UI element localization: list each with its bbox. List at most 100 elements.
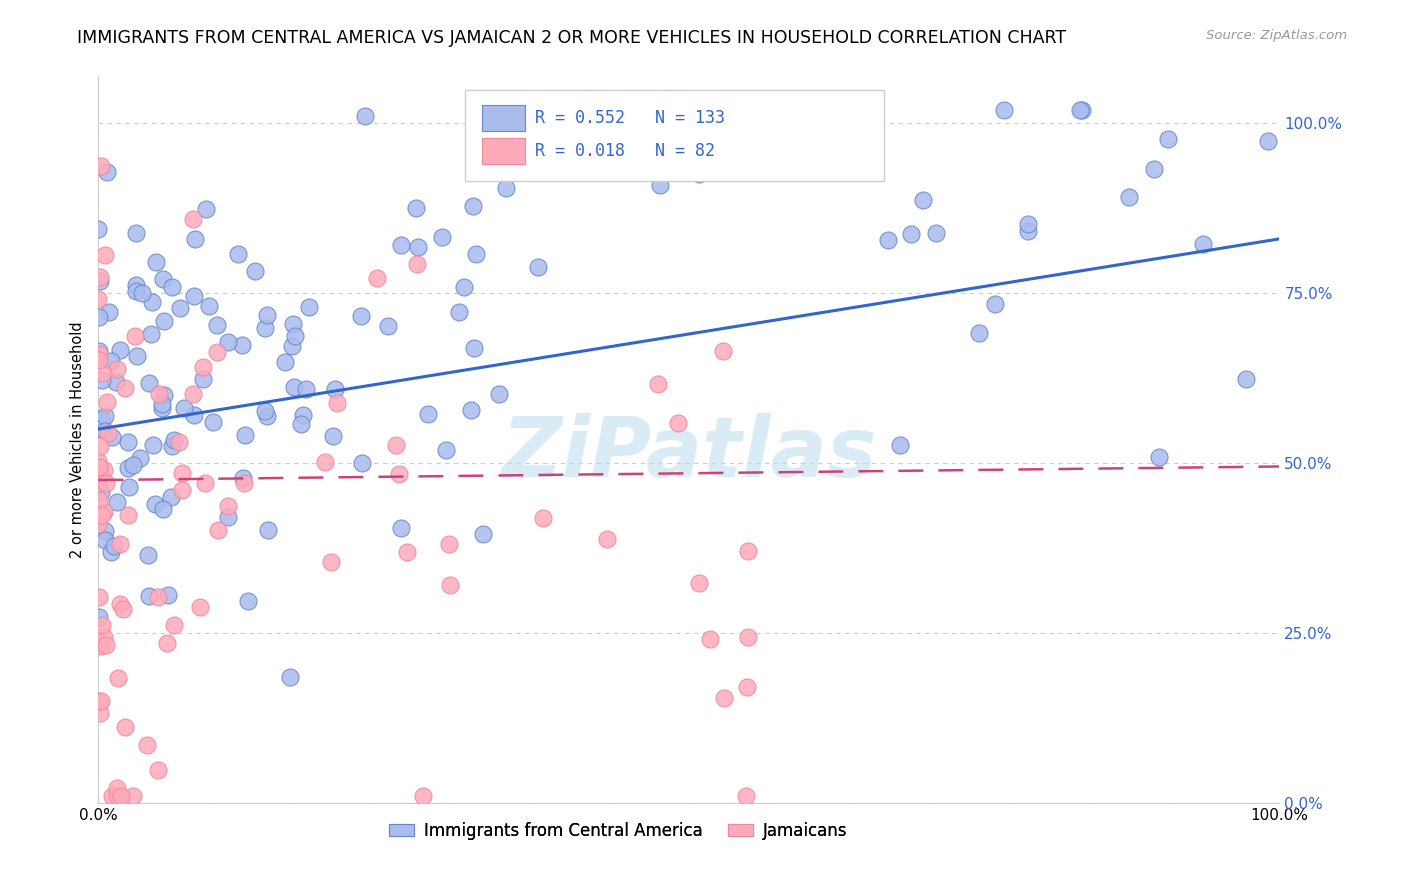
Point: [319, 555, 342, 569]
Point: [650, 178, 672, 193]
Point: [911, 193, 934, 207]
Point: [389, 238, 412, 252]
Point: [124, 284, 146, 298]
Point: [87, 310, 110, 324]
Point: [111, 602, 134, 616]
Point: [94, 248, 117, 262]
Point: [122, 458, 145, 472]
Point: [101, 789, 124, 803]
Point: [889, 438, 911, 452]
Point: [184, 231, 207, 245]
Legend: Immigrants from Central America, Jamaicans: Immigrants from Central America, Jamaica…: [382, 815, 853, 847]
Point: [231, 338, 253, 352]
Point: [181, 212, 204, 227]
Point: [197, 299, 219, 313]
Point: [90, 618, 112, 632]
Point: [90, 694, 112, 708]
Point: [89, 346, 111, 360]
Point: [571, 110, 593, 124]
Text: Source: ZipAtlas.com: Source: ZipAtlas.com: [1206, 29, 1347, 43]
Point: [205, 345, 228, 359]
Point: [405, 201, 427, 215]
Point: [142, 438, 165, 452]
Point: [135, 739, 157, 753]
Point: [91, 412, 114, 426]
Point: [188, 600, 211, 615]
Point: [688, 167, 710, 181]
Point: [495, 180, 517, 194]
Point: [124, 328, 146, 343]
Point: [488, 387, 510, 401]
Point: [136, 548, 159, 562]
Point: [243, 263, 266, 277]
Point: [460, 403, 482, 417]
Point: [278, 670, 301, 684]
Point: [412, 789, 434, 803]
Point: [93, 463, 115, 477]
Point: [562, 153, 585, 167]
Point: [90, 373, 112, 387]
Point: [89, 270, 111, 285]
Point: [737, 543, 759, 558]
Point: [114, 381, 136, 395]
Point: [94, 424, 117, 438]
Point: [90, 485, 112, 500]
Point: [108, 597, 131, 611]
Point: [96, 395, 118, 409]
Point: [280, 339, 302, 353]
Point: [152, 502, 174, 516]
Point: [463, 342, 485, 356]
Point: [87, 221, 110, 235]
Point: [418, 408, 440, 422]
Point: [647, 376, 669, 391]
Point: [191, 359, 214, 374]
Point: [472, 527, 495, 541]
FancyBboxPatch shape: [482, 105, 524, 131]
Point: [145, 255, 167, 269]
Point: [87, 475, 110, 490]
Point: [596, 532, 619, 546]
Point: [150, 397, 173, 411]
Point: [107, 672, 129, 686]
Point: [256, 308, 278, 322]
Point: [153, 388, 176, 402]
Point: [688, 575, 710, 590]
Point: [737, 630, 759, 644]
Point: [253, 321, 276, 335]
Point: [983, 297, 1005, 311]
Point: [232, 471, 254, 485]
Point: [969, 326, 991, 340]
Point: [87, 492, 110, 507]
Point: [406, 240, 429, 254]
Point: [89, 274, 111, 288]
Point: [131, 286, 153, 301]
Point: [713, 690, 735, 705]
Point: [183, 408, 205, 422]
Point: [699, 632, 721, 646]
Text: ZiPatlas: ZiPatlas: [501, 413, 877, 494]
Point: [993, 103, 1015, 117]
Point: [162, 434, 184, 448]
Point: [284, 328, 307, 343]
Point: [152, 272, 174, 286]
Point: [1257, 134, 1279, 148]
Point: [463, 199, 485, 213]
Point: [430, 229, 453, 244]
Point: [128, 451, 150, 466]
Point: [711, 343, 734, 358]
Point: [447, 305, 470, 319]
Point: [93, 505, 115, 519]
Point: [1156, 132, 1178, 146]
Point: [167, 434, 190, 449]
Point: [323, 382, 346, 396]
Point: [117, 508, 139, 523]
Text: IMMIGRANTS FROM CENTRAL AMERICA VS JAMAICAN 2 OR MORE VEHICLES IN HOUSEHOLD CORR: IMMIGRANTS FROM CENTRAL AMERICA VS JAMAI…: [77, 29, 1067, 47]
Point: [1017, 224, 1039, 238]
Point: [148, 386, 170, 401]
Point: [170, 483, 193, 498]
Point: [105, 495, 128, 509]
Point: [1118, 189, 1140, 203]
Point: [87, 516, 110, 531]
Point: [105, 375, 128, 389]
Point: [94, 476, 117, 491]
